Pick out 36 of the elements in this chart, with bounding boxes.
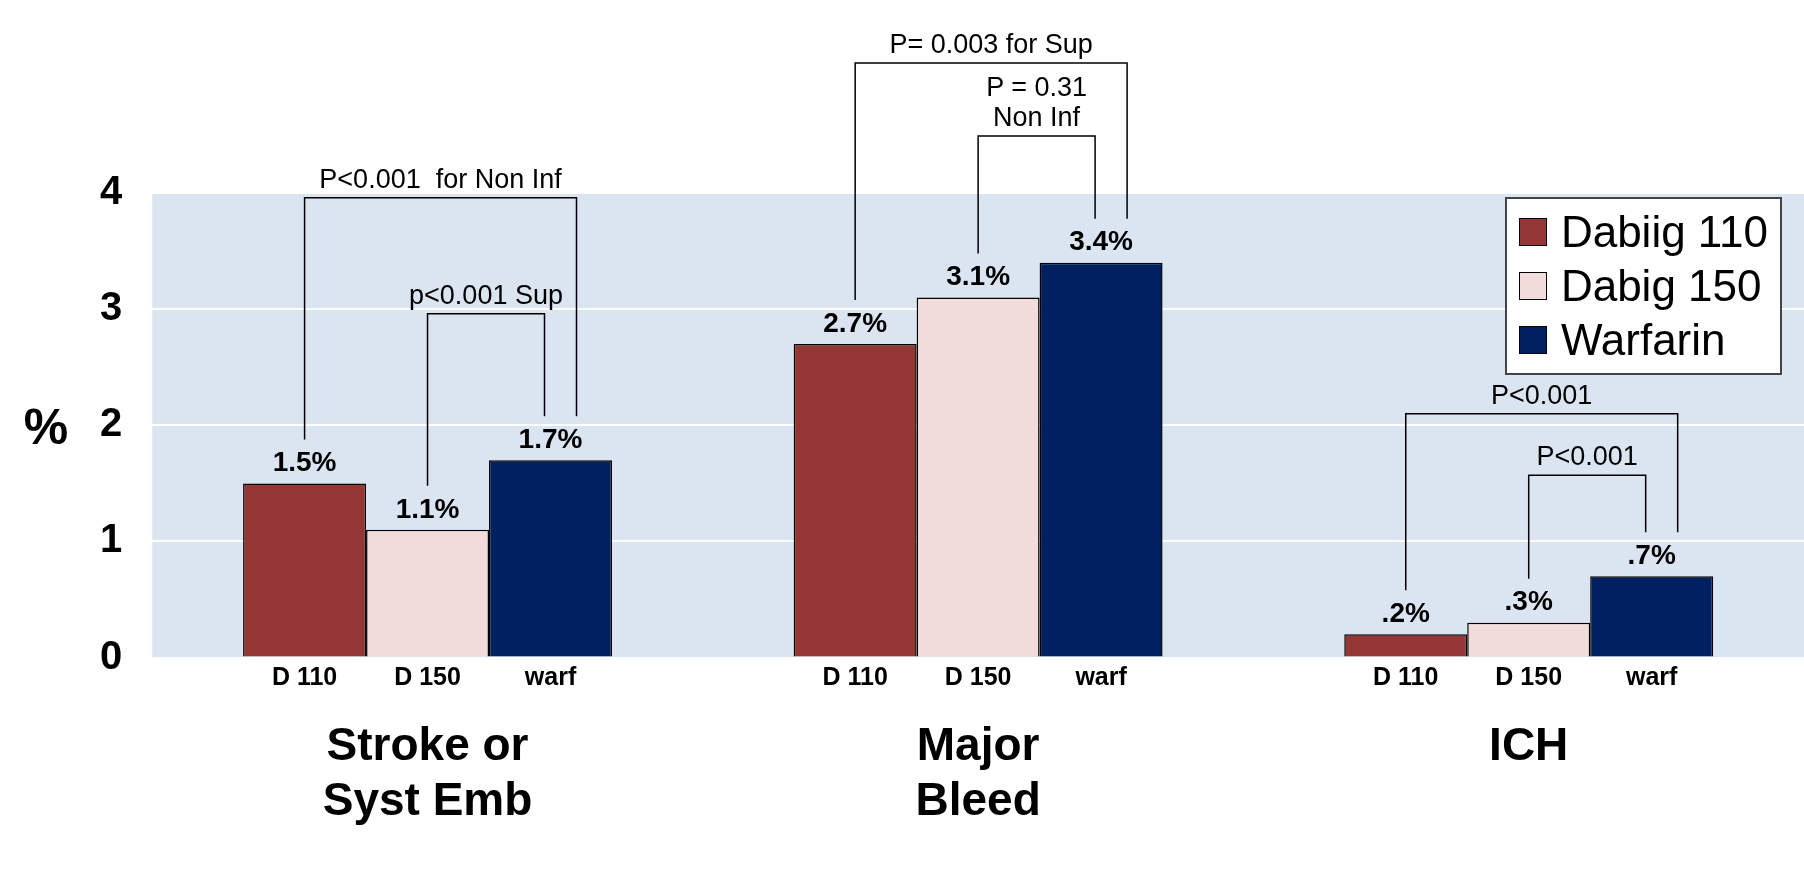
data-label: 3.4% — [1069, 225, 1134, 257]
annotation: P<0.001 — [1491, 379, 1593, 410]
text: D 150 — [1495, 661, 1563, 690]
y-tick-label: 3 — [100, 284, 123, 329]
legend-label: Dabiig 110 — [1560, 206, 1768, 258]
y-axis-title: % — [23, 399, 69, 456]
data-label: 1.5% — [272, 446, 337, 478]
text: P= 0.003 for Sup — [889, 28, 1093, 59]
x-tick-label: Stroke or Syst Emb — [322, 717, 533, 826]
annotation: P<0.001 — [1536, 441, 1638, 472]
y-tick-label: 4 — [100, 168, 123, 213]
data-label: .2% — [1381, 597, 1430, 629]
data-label: 3.1% — [946, 260, 1011, 292]
text: D 110 — [1373, 661, 1439, 690]
annotation: p<0.001 Sup — [409, 279, 563, 310]
text: D 110 — [822, 661, 888, 690]
text: warf — [1625, 661, 1678, 690]
data-label: .7% — [1627, 539, 1676, 571]
data-label: 1.1% — [395, 492, 460, 524]
data-label: .3% — [1504, 585, 1553, 617]
x-tick-label: ICH — [1489, 717, 1569, 770]
text: D 150 — [944, 661, 1012, 690]
text: warf — [523, 661, 577, 690]
y-tick-label: 2 — [100, 400, 123, 445]
text: D 110 — [271, 661, 338, 690]
y-tick-label: 0 — [100, 632, 123, 677]
text: P = 0.31 Non Inf — [986, 72, 1088, 133]
legend-label: Warfarin — [1560, 314, 1726, 366]
data-label: 1.7% — [518, 422, 583, 454]
text: warf — [1075, 661, 1127, 690]
data-label: 2.7% — [823, 306, 888, 338]
y-tick-label: 1 — [100, 516, 123, 561]
x-tick-label: Major Bleed — [915, 717, 1041, 826]
annotation: P<0.001 for Non Inf — [319, 163, 563, 194]
text: D 150 — [394, 661, 461, 690]
legend-label: Dabig 150 — [1560, 260, 1762, 312]
